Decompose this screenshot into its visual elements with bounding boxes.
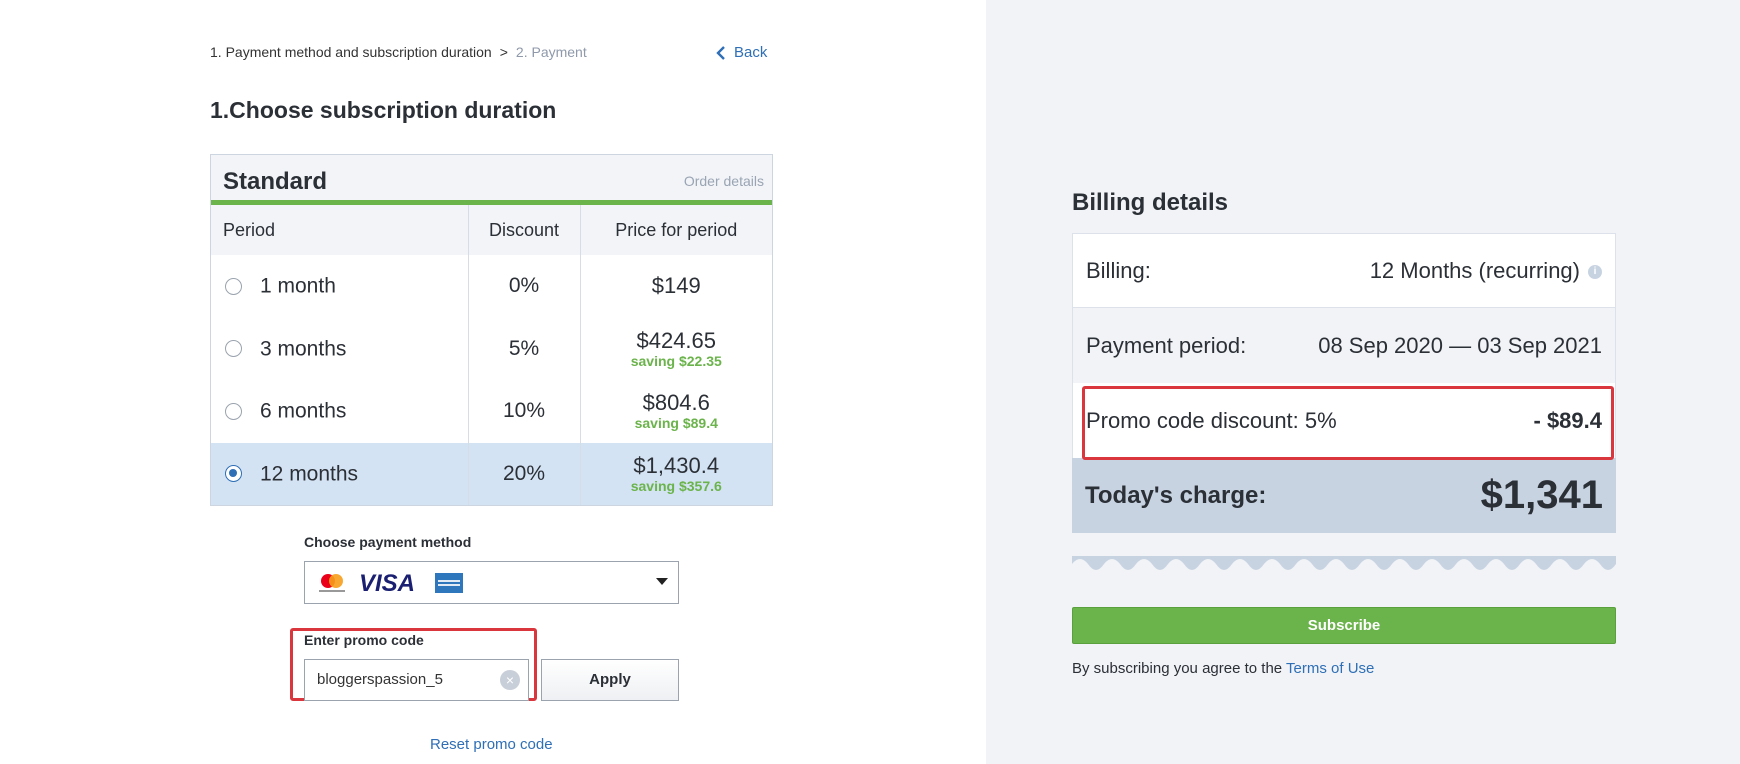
clear-icon[interactable]: × (500, 670, 520, 690)
promo-code-input[interactable]: bloggerspassion_5 (304, 659, 529, 701)
price-value: $424.65 (636, 327, 717, 353)
payment-period-row: Payment period: 08 Sep 2020 — 03 Sep 202… (1072, 308, 1616, 383)
plan-header: Standard Order details (211, 155, 772, 205)
payment-period-value: 08 Sep 2020 — 03 Sep 2021 (1318, 332, 1602, 358)
section-title: 1.Choose subscription duration (210, 97, 557, 123)
terms-of-use-link[interactable]: Terms of Use (1286, 660, 1375, 677)
terms-prefix: By subscribing you agree to the (1072, 660, 1283, 677)
mastercard-icon (319, 573, 345, 592)
plan-name: Standard (223, 168, 328, 195)
period-radio[interactable] (225, 340, 242, 358)
period-label: 1 month (260, 274, 336, 298)
table-row[interactable]: 3 months 5% $424.65 saving $22.35 (211, 317, 772, 381)
reset-promo-link[interactable]: Reset promo code (430, 736, 553, 753)
period-cell[interactable]: 3 months (211, 317, 469, 380)
order-details-link[interactable]: Order details (683, 173, 764, 189)
chevron-left-icon (716, 45, 725, 60)
breadcrumb: 1. Payment method and subscription durat… (210, 44, 587, 60)
todays-charge-value: $1,341 (1480, 473, 1603, 517)
amex-icon (435, 572, 463, 593)
column-header-discount: Discount (468, 205, 581, 255)
billing-row: Billing: 12 Months (recurring) i (1072, 233, 1616, 308)
billing-value: 12 Months (recurring) (1369, 257, 1580, 283)
promo-discount-label: Promo code discount: 5% (1086, 407, 1337, 433)
price-value: $804.6 (642, 390, 710, 416)
payment-method-select[interactable]: VISA (304, 561, 679, 604)
price-cell: $1,430.4 saving $357.6 (580, 442, 772, 505)
promo-code-label: Enter promo code (304, 632, 424, 648)
billing-label: Billing: (1086, 257, 1151, 283)
price-value: $1,430.4 (633, 452, 720, 478)
table-row[interactable]: 6 months 10% $804.6 saving $89.4 (211, 380, 772, 443)
billing-card: Billing: 12 Months (recurring) i Payment … (1072, 233, 1616, 533)
payment-method-label: Choose payment method (304, 534, 472, 550)
apply-button[interactable]: Apply (541, 659, 679, 701)
checkout-left-panel: 1. Payment method and subscription durat… (210, 44, 773, 753)
plan-table-card: Standard Order details Period Discount P… (210, 154, 773, 506)
promo-discount-row: Promo code discount: 5% - $89.4 (1072, 383, 1616, 458)
period-table: Period Discount Price for period 1 month… (211, 205, 772, 505)
price-cell: $149 (580, 255, 772, 318)
saving-text: saving $357.6 (630, 477, 722, 494)
period-radio[interactable] (225, 402, 242, 420)
period-cell[interactable]: 12 months (211, 442, 469, 505)
promo-discount-value: - $89.4 (1533, 407, 1603, 433)
info-icon[interactable]: i (1588, 264, 1602, 279)
price-cell: $424.65 saving $22.35 (580, 318, 772, 381)
breadcrumb-step-2: 2. Payment (515, 44, 587, 60)
discount-cell: 20% (468, 442, 581, 505)
terms-text: By subscribing you agree to the Terms of… (1072, 660, 1374, 677)
column-header-period: Period (211, 205, 469, 255)
discount-cell: 0% (468, 255, 581, 318)
breadcrumb-separator: > (499, 44, 508, 60)
saving-text: saving $22.35 (630, 352, 722, 369)
todays-charge-label: Today's charge: (1085, 481, 1267, 509)
table-row[interactable]: 1 month 0% $149 (211, 255, 772, 318)
breadcrumb-step-1[interactable]: 1. Payment method and subscription durat… (210, 44, 492, 60)
discount-cell: 10% (468, 380, 581, 443)
receipt-wave-edge (1072, 556, 1616, 570)
discount-cell: 5% (468, 317, 581, 380)
column-header-price: Price for period (580, 205, 772, 255)
subscribe-button[interactable]: Subscribe (1072, 607, 1616, 644)
table-header-row: Period Discount Price for period (211, 205, 772, 255)
price-cell: $804.6 saving $89.4 (580, 380, 772, 443)
period-label: 6 months (260, 399, 347, 423)
table-row-selected[interactable]: 12 months 20% $1,430.4 saving $357.6 (211, 442, 772, 505)
chevron-down-icon[interactable] (656, 578, 668, 585)
period-radio[interactable] (225, 277, 242, 295)
back-link[interactable]: Back (716, 44, 767, 61)
period-label: 3 months (260, 336, 347, 360)
svg-text:VISA: VISA (359, 572, 415, 594)
billing-value-wrap: 12 Months (recurring) i (1370, 258, 1602, 284)
period-label: 12 months (260, 461, 359, 485)
billing-title: Billing details (1072, 189, 1229, 216)
payment-period-label: Payment period: (1086, 332, 1247, 358)
period-radio-checked[interactable] (225, 465, 242, 483)
todays-charge-row: Today's charge: $1,341 (1072, 458, 1616, 533)
back-label: Back (734, 44, 768, 61)
period-cell[interactable]: 6 months (211, 380, 469, 443)
promo-discount-highlight-box (1082, 386, 1614, 460)
period-cell[interactable]: 1 month (211, 255, 469, 318)
visa-icon: VISA (359, 572, 415, 594)
price-value: $149 (651, 273, 701, 299)
saving-text: saving $89.4 (634, 415, 718, 432)
